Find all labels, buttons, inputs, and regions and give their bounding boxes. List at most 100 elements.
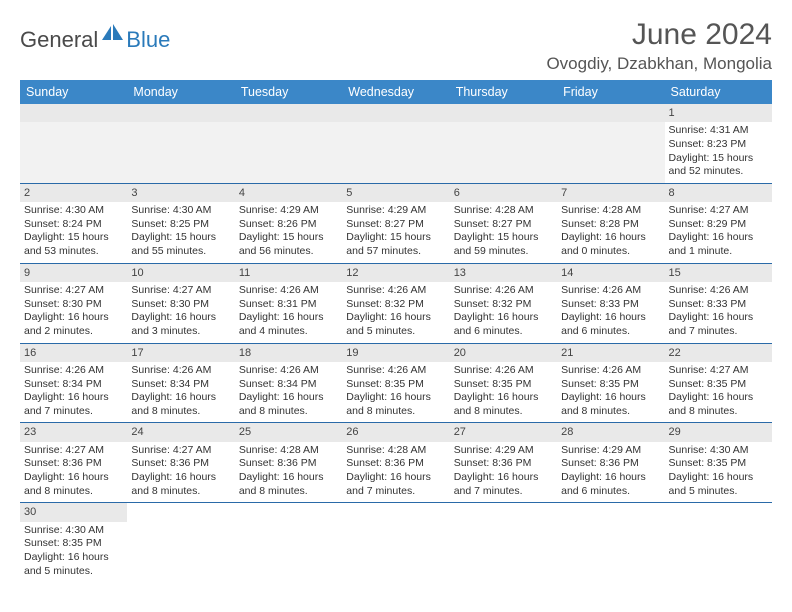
daylight-text: Daylight: 16 hours and 6 minutes.	[561, 471, 660, 498]
daylight-text: Daylight: 15 hours and 56 minutes.	[239, 231, 338, 258]
daylight-text: Daylight: 16 hours and 8 minutes.	[239, 391, 338, 418]
calendar-day-cell: 11Sunrise: 4:26 AMSunset: 8:31 PMDayligh…	[235, 263, 342, 343]
calendar-body: 1Sunrise: 4:31 AMSunset: 8:23 PMDaylight…	[20, 104, 772, 582]
sunrise-text: Sunrise: 4:27 AM	[131, 284, 230, 298]
sunset-text: Sunset: 8:30 PM	[131, 298, 230, 312]
calendar-day-cell: 25Sunrise: 4:28 AMSunset: 8:36 PMDayligh…	[235, 423, 342, 503]
sunrise-text: Sunrise: 4:27 AM	[131, 444, 230, 458]
calendar-day-cell: 22Sunrise: 4:27 AMSunset: 8:35 PMDayligh…	[665, 343, 772, 423]
sunrise-text: Sunrise: 4:26 AM	[239, 284, 338, 298]
day-number-empty	[342, 104, 449, 122]
calendar-day-cell: 1Sunrise: 4:31 AMSunset: 8:23 PMDaylight…	[665, 104, 772, 183]
calendar-table: Sunday Monday Tuesday Wednesday Thursday…	[20, 80, 772, 582]
calendar-day-cell: 27Sunrise: 4:29 AMSunset: 8:36 PMDayligh…	[450, 423, 557, 503]
sunrise-text: Sunrise: 4:26 AM	[131, 364, 230, 378]
daylight-text: Daylight: 15 hours and 55 minutes.	[131, 231, 230, 258]
calendar-day-cell: 30Sunrise: 4:30 AMSunset: 8:35 PMDayligh…	[20, 503, 127, 582]
daylight-text: Daylight: 15 hours and 59 minutes.	[454, 231, 553, 258]
calendar-day-cell: 3Sunrise: 4:30 AMSunset: 8:25 PMDaylight…	[127, 183, 234, 263]
calendar-day-cell: 4Sunrise: 4:29 AMSunset: 8:26 PMDaylight…	[235, 183, 342, 263]
calendar-day-cell	[20, 104, 127, 183]
daylight-text: Daylight: 16 hours and 7 minutes.	[346, 471, 445, 498]
day-number: 8	[665, 184, 772, 202]
day-number: 3	[127, 184, 234, 202]
daylight-text: Daylight: 16 hours and 1 minute.	[669, 231, 768, 258]
calendar-day-cell: 21Sunrise: 4:26 AMSunset: 8:35 PMDayligh…	[557, 343, 664, 423]
calendar-day-cell	[127, 104, 234, 183]
sunrise-text: Sunrise: 4:31 AM	[669, 124, 768, 138]
daylight-text: Daylight: 16 hours and 5 minutes.	[669, 471, 768, 498]
day-number: 29	[665, 423, 772, 441]
sunset-text: Sunset: 8:33 PM	[669, 298, 768, 312]
daylight-text: Daylight: 16 hours and 3 minutes.	[131, 311, 230, 338]
calendar-week-row: 30Sunrise: 4:30 AMSunset: 8:35 PMDayligh…	[20, 503, 772, 582]
calendar-day-cell: 24Sunrise: 4:27 AMSunset: 8:36 PMDayligh…	[127, 423, 234, 503]
sunrise-text: Sunrise: 4:26 AM	[24, 364, 123, 378]
daylight-text: Daylight: 16 hours and 8 minutes.	[346, 391, 445, 418]
day-number: 27	[450, 423, 557, 441]
sunset-text: Sunset: 8:29 PM	[669, 218, 768, 232]
sunset-text: Sunset: 8:35 PM	[454, 378, 553, 392]
calendar-day-cell: 18Sunrise: 4:26 AMSunset: 8:34 PMDayligh…	[235, 343, 342, 423]
sunrise-text: Sunrise: 4:26 AM	[346, 284, 445, 298]
sunrise-text: Sunrise: 4:27 AM	[24, 284, 123, 298]
day-number-empty	[235, 104, 342, 122]
sunrise-text: Sunrise: 4:28 AM	[561, 204, 660, 218]
daylight-text: Daylight: 16 hours and 6 minutes.	[561, 311, 660, 338]
daylight-text: Daylight: 16 hours and 7 minutes.	[24, 391, 123, 418]
sunset-text: Sunset: 8:26 PM	[239, 218, 338, 232]
header: General Blue June 2024 Ovogdiy, Dzabkhan…	[20, 18, 772, 74]
day-number: 6	[450, 184, 557, 202]
day-number-empty	[450, 104, 557, 122]
calendar-week-row: 16Sunrise: 4:26 AMSunset: 8:34 PMDayligh…	[20, 343, 772, 423]
sunset-text: Sunset: 8:24 PM	[24, 218, 123, 232]
calendar-day-cell: 14Sunrise: 4:26 AMSunset: 8:33 PMDayligh…	[557, 263, 664, 343]
daylight-text: Daylight: 15 hours and 53 minutes.	[24, 231, 123, 258]
calendar-day-cell: 16Sunrise: 4:26 AMSunset: 8:34 PMDayligh…	[20, 343, 127, 423]
calendar-week-row: 2Sunrise: 4:30 AMSunset: 8:24 PMDaylight…	[20, 183, 772, 263]
calendar-day-cell: 28Sunrise: 4:29 AMSunset: 8:36 PMDayligh…	[557, 423, 664, 503]
sunset-text: Sunset: 8:35 PM	[561, 378, 660, 392]
sunset-text: Sunset: 8:36 PM	[346, 457, 445, 471]
day-number: 23	[20, 423, 127, 441]
sunset-text: Sunset: 8:35 PM	[24, 537, 123, 551]
daylight-text: Daylight: 16 hours and 5 minutes.	[24, 551, 123, 578]
logo: General Blue	[20, 24, 170, 55]
calendar-day-cell: 20Sunrise: 4:26 AMSunset: 8:35 PMDayligh…	[450, 343, 557, 423]
day-number: 15	[665, 264, 772, 282]
calendar-day-cell: 9Sunrise: 4:27 AMSunset: 8:30 PMDaylight…	[20, 263, 127, 343]
logo-sail-icon	[102, 24, 124, 47]
day-number: 9	[20, 264, 127, 282]
day-number: 13	[450, 264, 557, 282]
day-number: 11	[235, 264, 342, 282]
day-number-empty	[20, 104, 127, 122]
sunset-text: Sunset: 8:34 PM	[131, 378, 230, 392]
sunrise-text: Sunrise: 4:29 AM	[561, 444, 660, 458]
day-number: 2	[20, 184, 127, 202]
sunrise-text: Sunrise: 4:28 AM	[346, 444, 445, 458]
day-number-empty	[557, 104, 664, 122]
calendar-day-cell: 19Sunrise: 4:26 AMSunset: 8:35 PMDayligh…	[342, 343, 449, 423]
sunset-text: Sunset: 8:25 PM	[131, 218, 230, 232]
sunset-text: Sunset: 8:33 PM	[561, 298, 660, 312]
daylight-text: Daylight: 16 hours and 8 minutes.	[454, 391, 553, 418]
calendar-day-cell	[235, 503, 342, 582]
sunset-text: Sunset: 8:23 PM	[669, 138, 768, 152]
calendar-day-cell	[127, 503, 234, 582]
daylight-text: Daylight: 16 hours and 7 minutes.	[454, 471, 553, 498]
daylight-text: Daylight: 16 hours and 8 minutes.	[561, 391, 660, 418]
day-number: 20	[450, 344, 557, 362]
sunset-text: Sunset: 8:34 PM	[24, 378, 123, 392]
calendar-day-cell: 23Sunrise: 4:27 AMSunset: 8:36 PMDayligh…	[20, 423, 127, 503]
daylight-text: Daylight: 16 hours and 5 minutes.	[346, 311, 445, 338]
sunset-text: Sunset: 8:36 PM	[561, 457, 660, 471]
calendar-day-cell: 15Sunrise: 4:26 AMSunset: 8:33 PMDayligh…	[665, 263, 772, 343]
day-header: Thursday	[450, 80, 557, 104]
daylight-text: Daylight: 16 hours and 4 minutes.	[239, 311, 338, 338]
sunset-text: Sunset: 8:35 PM	[669, 457, 768, 471]
calendar-day-cell: 6Sunrise: 4:28 AMSunset: 8:27 PMDaylight…	[450, 183, 557, 263]
day-header-row: Sunday Monday Tuesday Wednesday Thursday…	[20, 80, 772, 104]
day-number: 30	[20, 503, 127, 521]
sunrise-text: Sunrise: 4:27 AM	[24, 444, 123, 458]
calendar-day-cell: 12Sunrise: 4:26 AMSunset: 8:32 PMDayligh…	[342, 263, 449, 343]
